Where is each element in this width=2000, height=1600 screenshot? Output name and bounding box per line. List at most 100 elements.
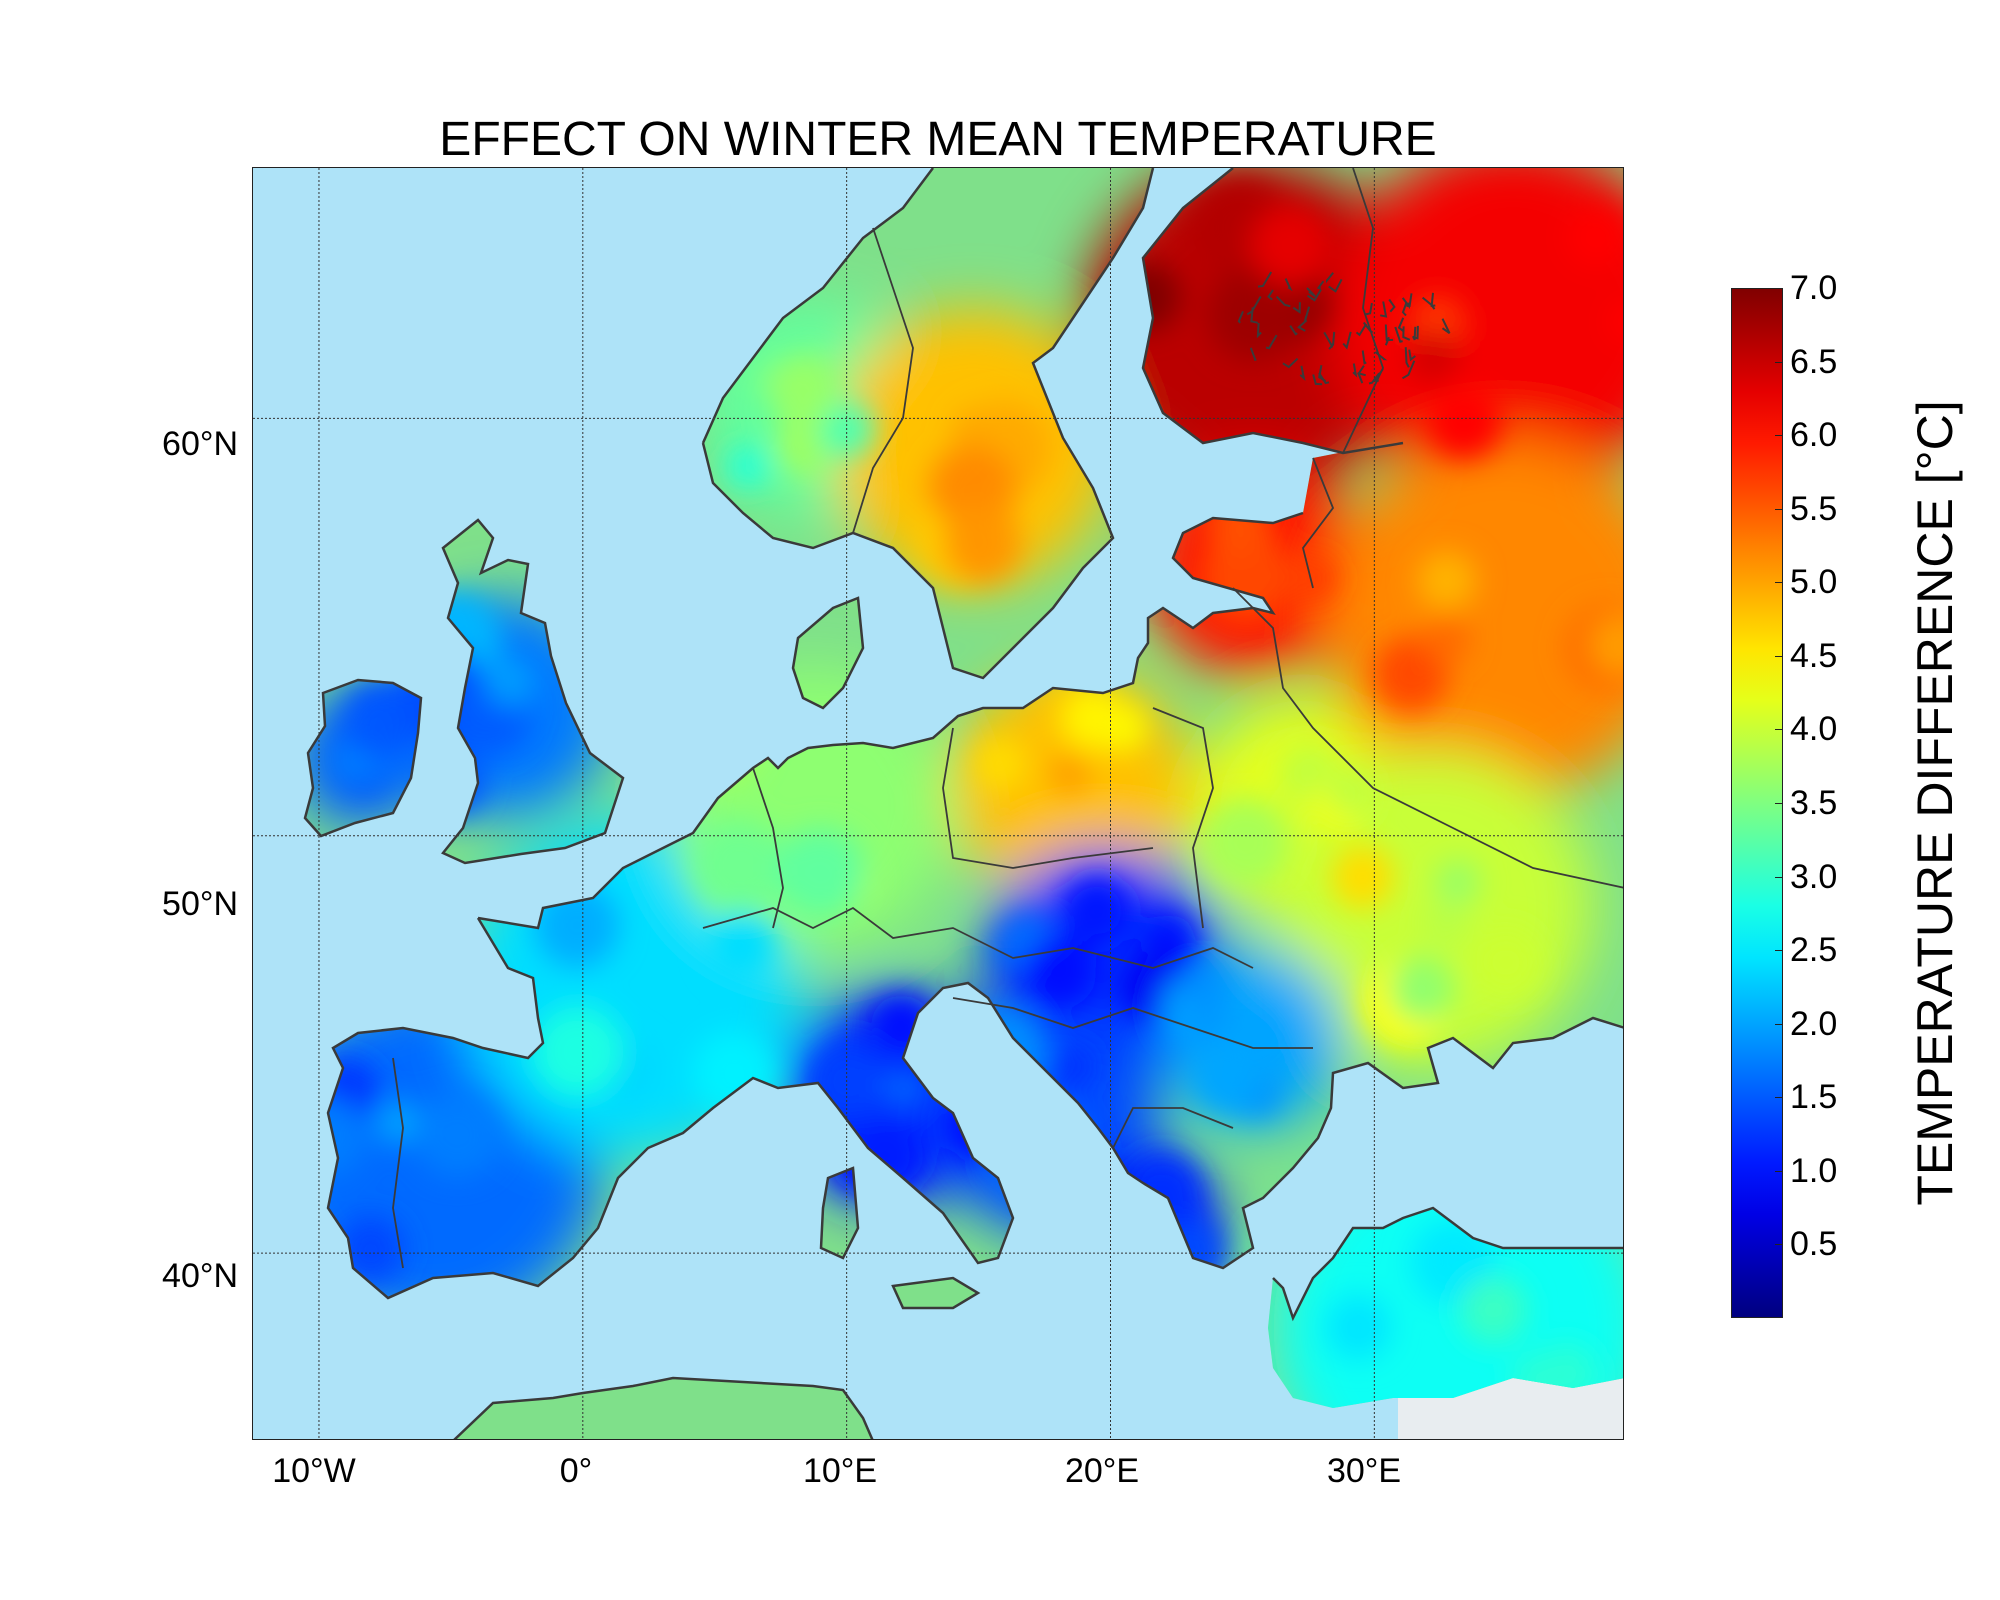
heat-texture — [1325, 1294, 1392, 1360]
lake-outline — [1342, 331, 1352, 350]
heat-texture — [1327, 771, 1373, 818]
lake-outline — [1275, 295, 1291, 308]
heat-texture — [1195, 1044, 1264, 1112]
lake-outline — [1357, 372, 1364, 384]
heat-texture — [336, 1215, 405, 1284]
colorbar-tick-mark — [1775, 1023, 1783, 1025]
map-panel — [252, 167, 1624, 1440]
colorbar-label: TEMPERATURE DIFFERENCE [°C] — [1907, 400, 1963, 1206]
colorbar-tick-mark — [1775, 1097, 1783, 1099]
lake-outline — [1318, 372, 1330, 385]
colorbar-tick-mark — [1775, 950, 1783, 952]
lake-outline — [1265, 334, 1278, 350]
heat-texture — [1435, 859, 1481, 905]
heat-texture — [725, 444, 771, 490]
lake-outline — [1292, 302, 1301, 314]
lat-label-40n: 40°N — [162, 1257, 238, 1295]
lake-outline — [1284, 278, 1293, 292]
heat-texture — [1565, 206, 1623, 268]
heat-texture — [1331, 845, 1395, 909]
heat-texture — [1470, 926, 1542, 999]
colorbar-tick-label: 2.5 — [1790, 931, 1838, 970]
heat-texture — [534, 883, 620, 968]
finnish-lakes — [1237, 271, 1451, 386]
colorbar-tick-label: 1.5 — [1790, 1078, 1838, 1117]
lake-outline — [1388, 298, 1396, 313]
lake-outline — [1257, 271, 1273, 288]
heat-texture — [1206, 493, 1271, 558]
colorbar-tick-label: 1.0 — [1790, 1151, 1838, 1190]
lake-outline — [1282, 357, 1299, 369]
heat-texture — [1205, 473, 1249, 518]
colorbar-tick-mark — [1775, 361, 1783, 363]
temperature-map — [253, 168, 1623, 1439]
lon-label-10e: 10°E — [802, 1452, 878, 1490]
heat-texture — [485, 657, 535, 707]
colorbar-tick-label: 5.5 — [1790, 489, 1838, 528]
heat-texture — [1200, 797, 1292, 889]
colorbar-tick-label: 4.5 — [1790, 636, 1838, 675]
lake-outline — [1404, 347, 1410, 368]
lake-outline — [1384, 324, 1394, 342]
colorbar-tick-mark — [1775, 655, 1783, 657]
graticule — [253, 168, 1623, 1439]
heat-texture — [883, 1066, 929, 1112]
coastlines — [303, 168, 1623, 1439]
lake-outline — [1237, 311, 1244, 324]
heat-texture — [1607, 300, 1623, 343]
colorbar-tick-label: 3.5 — [1790, 784, 1838, 822]
lon-label-30e: 30°E — [1326, 1452, 1402, 1490]
lake-outline — [1256, 322, 1262, 339]
heat-texture — [1031, 1118, 1102, 1188]
lake-outline — [1402, 326, 1411, 341]
heat-texture — [692, 818, 787, 913]
lon-label-0: 0° — [559, 1452, 593, 1490]
lake-outline — [1289, 325, 1298, 336]
heat-texture — [1388, 956, 1456, 1023]
heat-texture — [1416, 551, 1477, 611]
colorbar-tick-label: 5.0 — [1790, 563, 1838, 602]
heat-texture — [1022, 934, 1097, 1009]
colorbar-tick-mark — [1775, 803, 1783, 804]
heat-texture — [414, 1091, 501, 1178]
colorbar-tick-label: 3.0 — [1790, 857, 1838, 896]
colorbar-tick-label: 4.0 — [1790, 710, 1838, 749]
lake-outline — [1364, 302, 1373, 316]
lon-label-20e: 20°E — [1064, 1452, 1140, 1490]
colorbar-tick-mark — [1775, 288, 1783, 289]
lake-outline — [1355, 323, 1368, 337]
colorbar-tick-mark — [1775, 876, 1783, 878]
heat-texture — [1062, 875, 1132, 945]
colorbar-tick-label: 6.5 — [1790, 342, 1838, 381]
heat-texture — [1291, 555, 1337, 602]
colorbar-tick-label: 2.0 — [1790, 1004, 1838, 1043]
heat-texture — [848, 1117, 924, 1193]
heat-texture — [942, 504, 1021, 584]
lake-outline — [1303, 306, 1311, 322]
heat-texture — [1048, 1043, 1095, 1089]
lake-outline — [1394, 326, 1403, 343]
lake-outline — [1361, 350, 1367, 365]
colorbar-tick-mark — [1775, 582, 1783, 584]
heat-texture — [1425, 382, 1502, 459]
heat-texture — [1422, 615, 1471, 664]
heat-texture — [1207, 268, 1301, 362]
lake-outline — [1368, 372, 1380, 385]
heat-texture — [836, 1148, 878, 1189]
lake-outline — [1249, 347, 1257, 361]
lake-outline — [1401, 360, 1416, 380]
colorbar-tick-label: 6.0 — [1790, 416, 1838, 455]
colorbar-tick-mark — [1775, 1244, 1783, 1246]
lake-outline — [1326, 272, 1334, 284]
lake-outline — [1408, 349, 1416, 362]
colorbar-tick-mark — [1775, 508, 1783, 510]
map-title: EFFECT ON WINTER MEAN TEMPERATURE — [439, 113, 1437, 166]
heat-texture — [1067, 1170, 1145, 1248]
lake-outline — [1323, 331, 1334, 349]
heat-texture — [808, 1041, 890, 1123]
heat-texture — [1250, 205, 1332, 286]
heat-texture — [1081, 1179, 1129, 1227]
heat-texture — [532, 1005, 625, 1098]
heat-texture — [725, 694, 771, 740]
heat-texture — [692, 1031, 778, 1117]
